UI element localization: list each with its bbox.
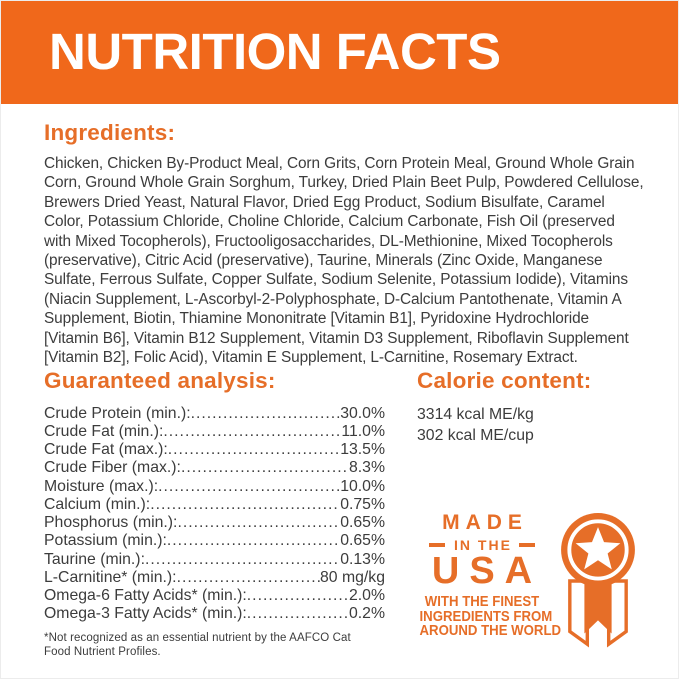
analysis-value: 0.65% — [340, 532, 385, 550]
dot-leader: ........................................… — [163, 423, 342, 441]
analysis-row: Moisture (max.): .......................… — [44, 478, 385, 496]
dot-leader: ........................................… — [167, 441, 341, 459]
analysis-label: Crude Fat (min.): — [44, 423, 164, 441]
analysis-value: 30.0% — [340, 404, 385, 422]
analysis-row: Taurine (min.): ........................… — [44, 551, 385, 569]
dot-leader: ........................................… — [246, 586, 349, 604]
dash-right-icon — [518, 543, 535, 547]
analysis-row: Omega-6 Fatty Acids* (min.): ...........… — [44, 587, 385, 605]
analysis-value: 11.0% — [341, 423, 385, 441]
badge-tagline: WITH THE FINEST INGREDIENTS FROM AROUND TH… — [419, 593, 562, 640]
calorie-lines: 3314 kcal ME/kg 302 kcal ME/cup — [417, 404, 657, 447]
made-in-usa-badge: MADE IN THE USA WITH THE FINEST INGREDIEN… — [411, 512, 637, 649]
analysis-label: Calcium (min.): — [44, 495, 151, 513]
ingredients-heading: Ingredients: — [44, 120, 176, 145]
analysis-label: Crude Fat (max.): — [44, 441, 168, 459]
dot-leader: ........................................… — [190, 404, 341, 422]
dot-leader: ........................................… — [158, 477, 340, 495]
analysis-value: 80 mg/kg — [320, 568, 385, 586]
analysis-label: Potassium (min.): — [44, 532, 167, 550]
analysis-label: Crude Fiber (max.): — [44, 459, 181, 477]
tagline-line: WITH THE FINEST — [424, 593, 540, 610]
ingredients-text: Chicken, Chicken By-Product Meal, Corn G… — [44, 154, 644, 366]
dash-left-icon — [429, 543, 446, 547]
made-in-usa-text: MADE IN THE USA WITH THE FINEST INGREDIEN… — [411, 511, 562, 640]
analysis-label: Moisture (max.): — [44, 477, 159, 495]
analysis-label: L-Carnitine* (min.): — [44, 568, 177, 586]
usa-line: USA — [431, 550, 543, 592]
dot-leader: ........................................… — [180, 459, 349, 477]
guaranteed-analysis-heading: Guaranteed analysis: — [44, 368, 276, 393]
calorie-content-section: Calorie content: 3314 kcal ME/kg 302 kcal… — [417, 368, 657, 447]
analysis-row: Crude Protein (min.): ..................… — [44, 405, 385, 423]
tagline-line: AROUND THE WORLD — [419, 622, 562, 640]
analysis-value: 0.65% — [340, 514, 385, 532]
analysis-label: Crude Protein (min.): — [44, 404, 191, 422]
header-bar: NUTRITION FACTS — [1, 1, 678, 104]
analysis-value: 0.75% — [340, 495, 385, 513]
dot-leader: ........................................… — [166, 532, 340, 550]
guaranteed-analysis-section: Guaranteed analysis: Crude Protein (min.… — [44, 368, 385, 659]
analysis-row: Potassium (min.): ......................… — [44, 532, 385, 550]
analysis-row: Phosphorus (min.): .....................… — [44, 514, 385, 532]
analysis-row: Crude Fiber (max.): ....................… — [44, 459, 385, 477]
in-the-line: IN THE — [411, 537, 553, 553]
analysis-value: 0.13% — [340, 550, 385, 568]
analysis-label: Taurine (min.): — [44, 550, 145, 568]
dot-leader: ........................................… — [177, 514, 340, 532]
dot-leader: ........................................… — [246, 605, 349, 623]
analysis-row: Crude Fat (max.): ......................… — [44, 441, 385, 459]
analysis-value: 10.0% — [340, 477, 385, 495]
analysis-row: Calcium (min.): ........................… — [44, 496, 385, 514]
calorie-line: 3314 kcal ME/kg — [417, 405, 534, 423]
guaranteed-analysis-rows: Crude Protein (min.): ..................… — [44, 405, 385, 623]
page-title: NUTRITION FACTS — [49, 23, 501, 80]
made-line: MADE — [442, 511, 528, 534]
in-the-label: IN THE — [454, 537, 512, 553]
analysis-value: 13.5% — [340, 441, 385, 459]
analysis-label: Omega-6 Fatty Acids* (min.): — [44, 586, 247, 604]
calorie-content-heading: Calorie content: — [417, 368, 592, 393]
aafco-footnote: *Not recognized as an essential nutrient… — [44, 632, 351, 659]
analysis-value: 0.2% — [348, 605, 385, 623]
dot-leader: ........................................… — [176, 568, 320, 586]
ingredients-section: Ingredients: Chicken, Chicken By-Product… — [44, 120, 644, 367]
analysis-row: L-Carnitine* (min.): ...................… — [44, 569, 385, 587]
analysis-value: 2.0% — [348, 586, 385, 604]
dot-leader: ........................................… — [144, 550, 340, 568]
analysis-label: Phosphorus (min.): — [44, 514, 178, 532]
tagline-line: INGREDIENTS FROM — [419, 607, 553, 625]
award-medal-star-ribbon-icon — [561, 513, 635, 648]
analysis-label: Omega-3 Fatty Acids* (min.): — [44, 605, 247, 623]
dot-leader: ........................................… — [150, 495, 340, 513]
analysis-row: Crude Fat (min.): ......................… — [44, 423, 385, 441]
analysis-row: Omega-3 Fatty Acids* (min.): ...........… — [44, 605, 385, 623]
calorie-line: 302 kcal ME/cup — [417, 427, 534, 445]
analysis-value: 8.3% — [348, 459, 385, 477]
